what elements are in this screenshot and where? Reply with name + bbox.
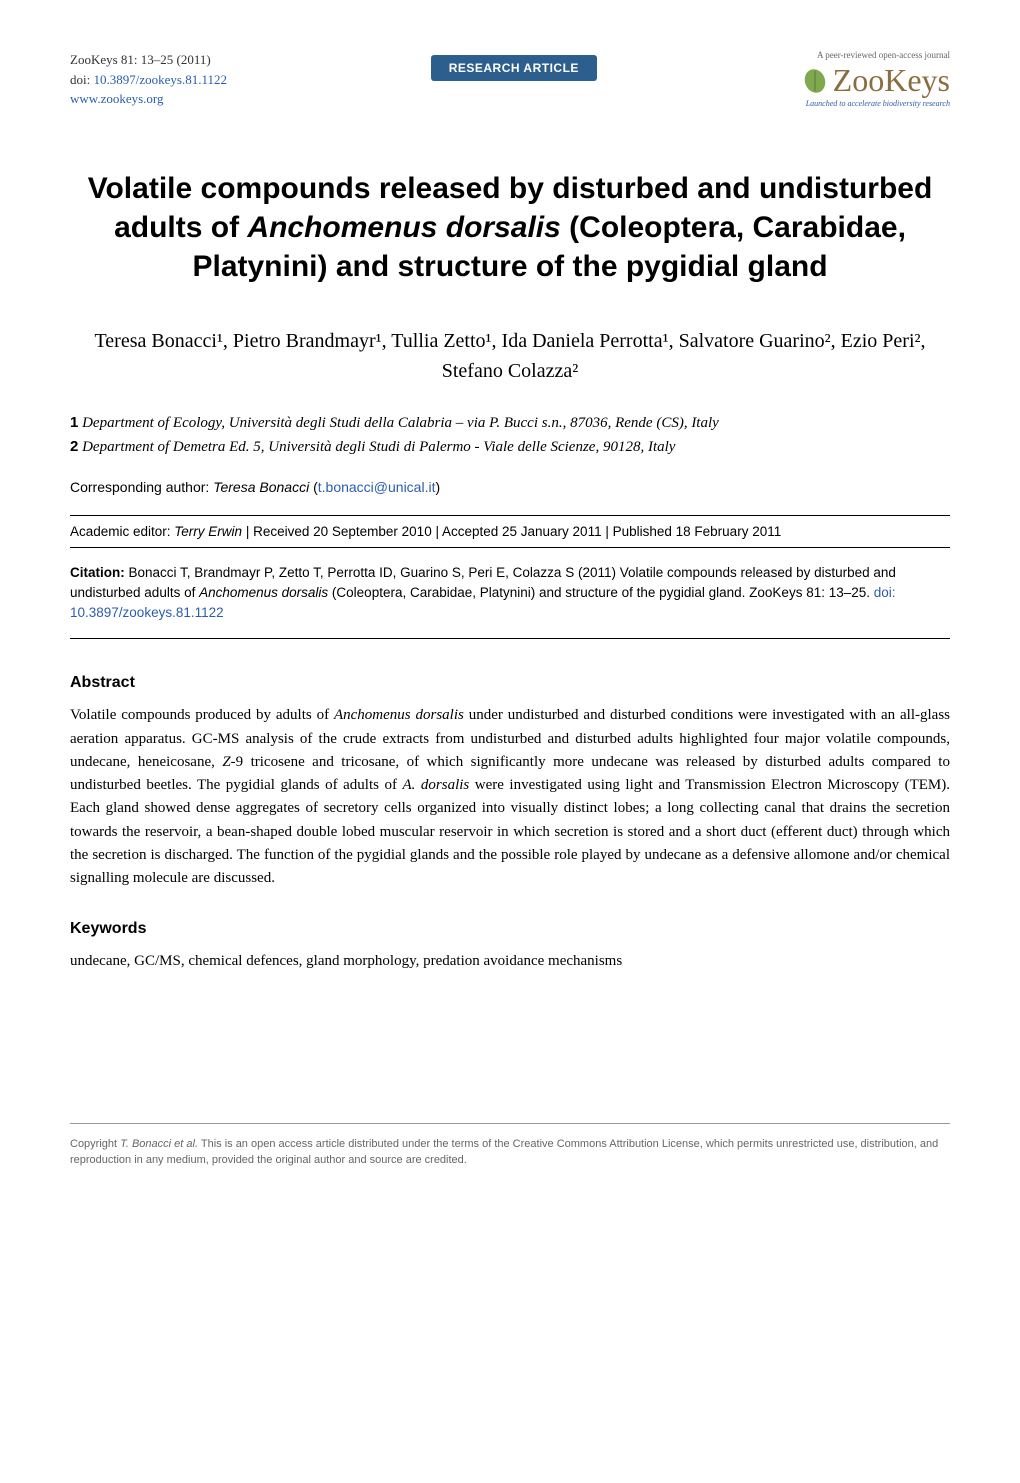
affiliation-num: 1 <box>70 414 78 431</box>
title-species: Anchomenus dorsalis <box>247 211 560 244</box>
editorial-dates: Academic editor: Terry Erwin | Received … <box>70 515 950 548</box>
abstract-p1a: Volatile compounds produced by adults of <box>70 707 334 723</box>
doi-line: doi: 10.3897/zookeys.81.1122 <box>70 70 227 90</box>
affiliation-2: 2 Department of Demetra Ed. 5, Universit… <box>70 435 950 459</box>
journal-reference: ZooKeys 81: 13–25 (2011) <box>70 50 227 70</box>
affiliations: 1 Department of Ecology, Università degl… <box>70 411 950 459</box>
copyright-footer: Copyright T. Bonacci et al. This is an o… <box>70 1123 950 1169</box>
citation: Citation: Bonacci T, Brandmayr P, Zetto … <box>70 563 950 640</box>
page-header: ZooKeys 81: 13–25 (2011) doi: 10.3897/zo… <box>70 50 950 109</box>
authors-list: Teresa Bonacci¹, Pietro Brandmayr¹, Tull… <box>70 326 950 386</box>
journal-logo: ZooKeys <box>801 62 950 99</box>
editor-name: Terry Erwin <box>174 524 242 539</box>
research-article-badge: RESEARCH ARTICLE <box>431 55 597 81</box>
journal-branding: A peer-reviewed open-access journal ZooK… <box>801 50 950 108</box>
affiliation-text: Department of Demetra Ed. 5, Università … <box>82 439 675 455</box>
copyright-authors: T. Bonacci et al. <box>120 1138 198 1150</box>
journal-tagline-bottom: Launched to accelerate biodiversity rese… <box>801 99 950 108</box>
corresponding-name: Teresa Bonacci <box>213 479 309 495</box>
doi-label: doi: <box>70 72 93 87</box>
abstract-p1d: were investigated using light and Transm… <box>70 777 950 886</box>
copyright-text: This is an open access article distribut… <box>70 1138 938 1167</box>
abstract-species2: A. dorsalis <box>402 777 469 793</box>
website-link[interactable]: www.zookeys.org <box>70 91 164 106</box>
doi-link[interactable]: 10.3897/zookeys.81.1122 <box>93 72 226 87</box>
leaf-icon <box>801 67 829 95</box>
affiliation-1: 1 Department of Ecology, Università degl… <box>70 411 950 435</box>
keywords-body: undecane, GC/MS, chemical defences, glan… <box>70 950 950 973</box>
journal-tagline-top: A peer-reviewed open-access journal <box>801 50 950 60</box>
abstract-heading: Abstract <box>70 674 950 692</box>
corresponding-author: Corresponding author: Teresa Bonacci (t.… <box>70 479 950 495</box>
affiliation-num: 2 <box>70 438 78 455</box>
journal-logo-text: ZooKeys <box>833 62 950 99</box>
article-title: Volatile compounds released by disturbed… <box>70 169 950 286</box>
keywords-heading: Keywords <box>70 920 950 938</box>
accepted-date: Accepted 25 January 2011 <box>442 524 602 539</box>
abstract-z: Z <box>222 754 230 770</box>
corresponding-email[interactable]: t.bonacci@unical.it <box>318 479 436 495</box>
received-date: Received 20 September 2010 <box>253 524 432 539</box>
header-meta: ZooKeys 81: 13–25 (2011) doi: 10.3897/zo… <box>70 50 227 109</box>
abstract-species1: Anchomenus dorsalis <box>334 707 464 723</box>
citation-label: Citation: <box>70 565 129 580</box>
copyright-pre: Copyright <box>70 1138 120 1150</box>
published-date: Published 18 February 2011 <box>613 524 782 539</box>
editor-label: Academic editor: <box>70 524 174 539</box>
affiliation-text: Department of Ecology, Università degli … <box>82 415 719 431</box>
abstract-body: Volatile compounds produced by adults of… <box>70 704 950 890</box>
separator: | <box>242 524 253 539</box>
citation-text-after: (Coleoptera, Carabidae, Platynini) and s… <box>328 585 874 600</box>
citation-species: Anchomenus dorsalis <box>199 585 328 600</box>
corresponding-label: Corresponding author: <box>70 479 213 495</box>
